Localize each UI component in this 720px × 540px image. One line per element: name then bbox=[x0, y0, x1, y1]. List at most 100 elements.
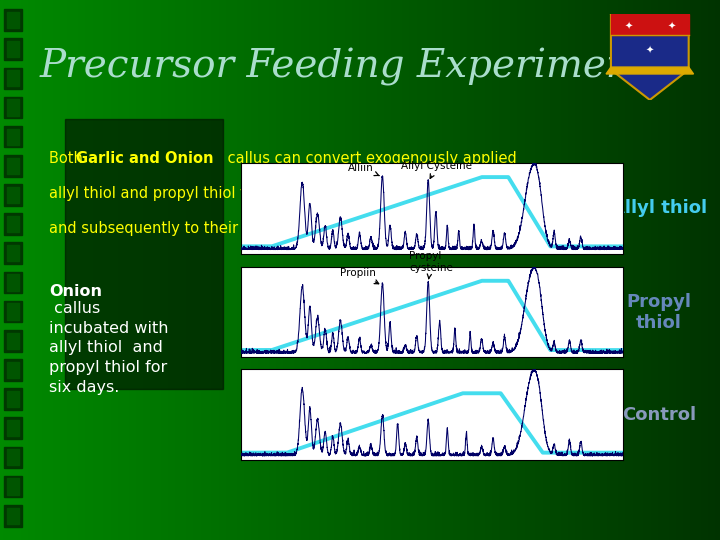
Bar bbox=[54, 0, 59, 540]
Bar bbox=[277, 0, 282, 540]
Bar bbox=[709, 0, 714, 540]
Bar bbox=[432, 0, 437, 540]
Bar bbox=[263, 0, 268, 540]
Bar bbox=[479, 0, 484, 540]
Bar bbox=[601, 0, 606, 540]
Bar bbox=[364, 0, 369, 540]
Polygon shape bbox=[611, 14, 688, 35]
Bar bbox=[612, 0, 617, 540]
Text: callus
incubated with
allyl thiol  and
propyl thiol for
six days.: callus incubated with allyl thiol and pr… bbox=[49, 301, 168, 395]
Text: Propyl
cysteine: Propyl cysteine bbox=[409, 251, 453, 279]
Bar bbox=[472, 0, 477, 540]
Bar bbox=[598, 0, 603, 540]
Bar bbox=[583, 0, 588, 540]
Bar bbox=[644, 0, 649, 540]
Text: and subsequently to their respective cysteine sulphoxide(CSO): and subsequently to their respective cys… bbox=[49, 221, 512, 237]
Bar bbox=[122, 0, 127, 540]
Bar bbox=[7, 420, 19, 436]
Bar bbox=[295, 0, 300, 540]
Bar bbox=[4, 417, 22, 439]
Bar bbox=[702, 0, 707, 540]
Bar bbox=[4, 184, 22, 206]
Bar bbox=[158, 0, 163, 540]
Bar bbox=[544, 0, 549, 540]
Bar bbox=[504, 0, 509, 540]
Bar bbox=[425, 0, 430, 540]
Bar bbox=[457, 0, 462, 540]
Bar bbox=[7, 41, 19, 57]
Bar bbox=[349, 0, 354, 540]
Bar bbox=[324, 0, 329, 540]
Bar bbox=[7, 508, 19, 524]
Bar bbox=[310, 0, 315, 540]
Bar bbox=[202, 0, 207, 540]
Bar bbox=[421, 0, 426, 540]
Bar bbox=[32, 0, 37, 540]
Text: Garlic and Onion: Garlic and Onion bbox=[76, 151, 213, 166]
Bar bbox=[169, 0, 174, 540]
Bar bbox=[367, 0, 372, 540]
Bar bbox=[695, 0, 700, 540]
Bar bbox=[86, 0, 91, 540]
Bar bbox=[691, 0, 696, 540]
Bar bbox=[245, 0, 250, 540]
Bar bbox=[634, 0, 639, 540]
Bar bbox=[450, 0, 455, 540]
Bar bbox=[238, 0, 243, 540]
Bar bbox=[133, 0, 138, 540]
Bar bbox=[162, 0, 167, 540]
Bar bbox=[706, 0, 711, 540]
Bar bbox=[130, 0, 135, 540]
Bar bbox=[400, 0, 405, 540]
Bar bbox=[623, 0, 628, 540]
Bar bbox=[108, 0, 113, 540]
Bar bbox=[580, 0, 585, 540]
Bar bbox=[259, 0, 264, 540]
Bar bbox=[551, 0, 556, 540]
Bar bbox=[626, 0, 631, 540]
Bar bbox=[482, 0, 487, 540]
Bar bbox=[0, 0, 5, 540]
Bar bbox=[4, 68, 22, 89]
Bar bbox=[529, 0, 534, 540]
Bar bbox=[4, 38, 22, 60]
Bar bbox=[306, 0, 311, 540]
Bar bbox=[302, 0, 307, 540]
Bar bbox=[22, 0, 27, 540]
Bar bbox=[659, 0, 664, 540]
Bar bbox=[281, 0, 286, 540]
Bar bbox=[36, 0, 41, 540]
Bar bbox=[4, 505, 22, 526]
Bar bbox=[648, 0, 653, 540]
Text: ✦: ✦ bbox=[646, 46, 654, 56]
Bar bbox=[194, 0, 199, 540]
Bar bbox=[29, 0, 34, 540]
Bar bbox=[50, 0, 55, 540]
Bar bbox=[454, 0, 459, 540]
Bar bbox=[94, 0, 99, 540]
Bar bbox=[112, 0, 117, 540]
Text: Control: Control bbox=[622, 406, 696, 424]
Text: ✦: ✦ bbox=[667, 22, 675, 31]
Bar bbox=[518, 0, 523, 540]
Bar bbox=[605, 0, 610, 540]
Bar bbox=[371, 0, 376, 540]
Bar bbox=[97, 0, 102, 540]
Bar bbox=[184, 0, 189, 540]
Bar bbox=[90, 0, 95, 540]
Bar bbox=[630, 0, 635, 540]
Bar bbox=[443, 0, 448, 540]
Bar bbox=[616, 0, 621, 540]
Bar bbox=[317, 0, 322, 540]
Bar bbox=[320, 0, 325, 540]
Bar bbox=[18, 0, 23, 540]
Bar bbox=[270, 0, 275, 540]
Bar bbox=[565, 0, 570, 540]
Bar bbox=[526, 0, 531, 540]
Bar bbox=[256, 0, 261, 540]
Bar bbox=[515, 0, 520, 540]
Bar bbox=[274, 0, 279, 540]
Bar bbox=[65, 119, 223, 389]
Bar bbox=[439, 0, 444, 540]
Bar bbox=[407, 0, 412, 540]
